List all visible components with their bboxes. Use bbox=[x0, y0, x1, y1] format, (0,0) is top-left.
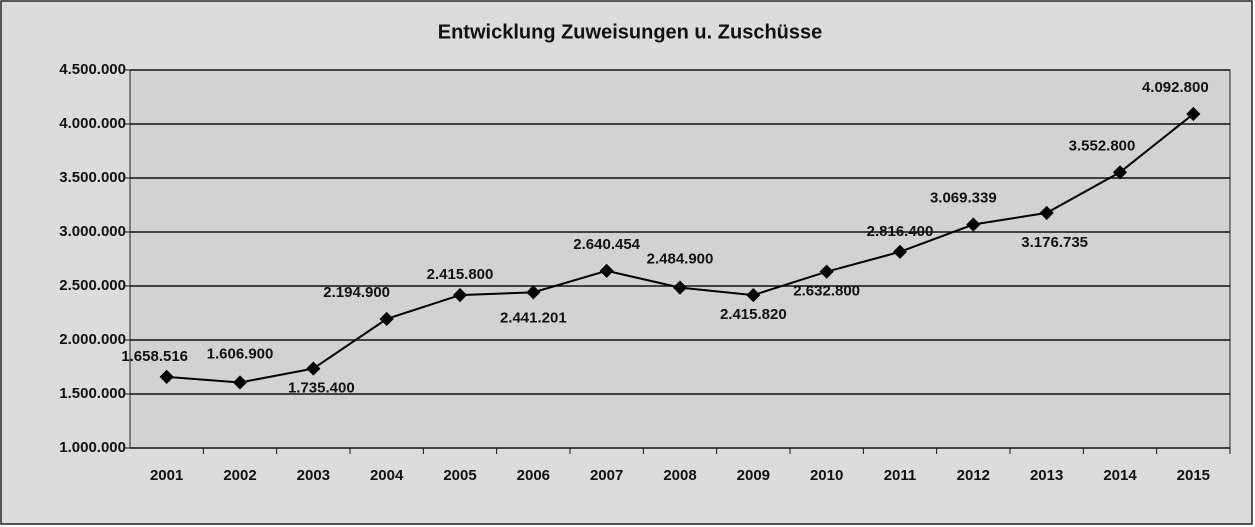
data-label: 3.069.339 bbox=[930, 189, 997, 206]
x-tick-label: 2009 bbox=[737, 467, 770, 484]
y-tick-label: 3.500.000 bbox=[59, 169, 126, 186]
data-label: 2.441.201 bbox=[500, 309, 567, 326]
marker bbox=[232, 375, 248, 390]
marker bbox=[819, 264, 834, 279]
x-tick-label: 2011 bbox=[884, 467, 917, 484]
marker bbox=[672, 280, 688, 295]
marker bbox=[159, 369, 174, 384]
y-tick-label: 3.000.000 bbox=[59, 223, 126, 240]
data-label: 2.415.800 bbox=[427, 266, 494, 283]
chart-title: Entwicklung Zuweisungen u. Zuschüsse bbox=[438, 21, 823, 43]
x-tick-label: 2012 bbox=[957, 467, 990, 484]
marker bbox=[306, 361, 321, 376]
data-label: 2.415.820 bbox=[720, 306, 787, 323]
x-tick-label: 2015 bbox=[1177, 467, 1210, 484]
x-tick-label: 2010 bbox=[810, 467, 843, 484]
y-tick-label: 4.500.000 bbox=[59, 61, 126, 78]
data-label: 2.194.900 bbox=[323, 284, 390, 301]
marker bbox=[1186, 106, 1201, 122]
marker bbox=[452, 288, 468, 303]
plot-area bbox=[129, 69, 1231, 449]
data-label: 1.658.516 bbox=[121, 348, 188, 365]
marker bbox=[892, 244, 908, 259]
y-tick-label: 1.500.000 bbox=[59, 385, 126, 402]
data-label: 4.092.800 bbox=[1142, 79, 1209, 96]
marker bbox=[379, 311, 394, 327]
y-tick-label: 1.000.000 bbox=[59, 439, 126, 456]
marker bbox=[966, 217, 981, 232]
x-tick-label: 2008 bbox=[663, 467, 696, 484]
marker bbox=[1112, 165, 1128, 180]
data-label: 1.735.400 bbox=[288, 380, 355, 397]
x-tick-label: 2014 bbox=[1103, 467, 1137, 484]
x-tick-label: 2007 bbox=[590, 467, 623, 484]
data-label: 2.632.800 bbox=[793, 283, 860, 300]
marker bbox=[526, 285, 541, 300]
y-tick-label: 2.000.000 bbox=[59, 331, 126, 348]
x-tick-label: 2013 bbox=[1030, 467, 1063, 484]
data-label: 2.816.400 bbox=[867, 223, 934, 240]
marker bbox=[1039, 205, 1054, 220]
x-tick-label: 2006 bbox=[517, 467, 550, 484]
data-label: 1.606.900 bbox=[207, 345, 274, 362]
x-tick-label: 2003 bbox=[297, 467, 330, 484]
data-label: 3.552.800 bbox=[1069, 137, 1136, 154]
data-label: 2.484.900 bbox=[647, 251, 714, 268]
y-tick-label: 2.500.000 bbox=[59, 277, 126, 294]
y-tick-label: 4.000.000 bbox=[59, 115, 126, 132]
x-tick-label: 2001 bbox=[150, 467, 183, 484]
x-tick-label: 2004 bbox=[370, 467, 404, 484]
data-label: 2.640.454 bbox=[573, 236, 640, 253]
x-tick-label: 2002 bbox=[223, 467, 256, 484]
data-label: 3.176.735 bbox=[1021, 234, 1088, 251]
x-tick-label: 2005 bbox=[443, 467, 476, 484]
marker bbox=[746, 288, 761, 303]
marker bbox=[599, 263, 614, 278]
